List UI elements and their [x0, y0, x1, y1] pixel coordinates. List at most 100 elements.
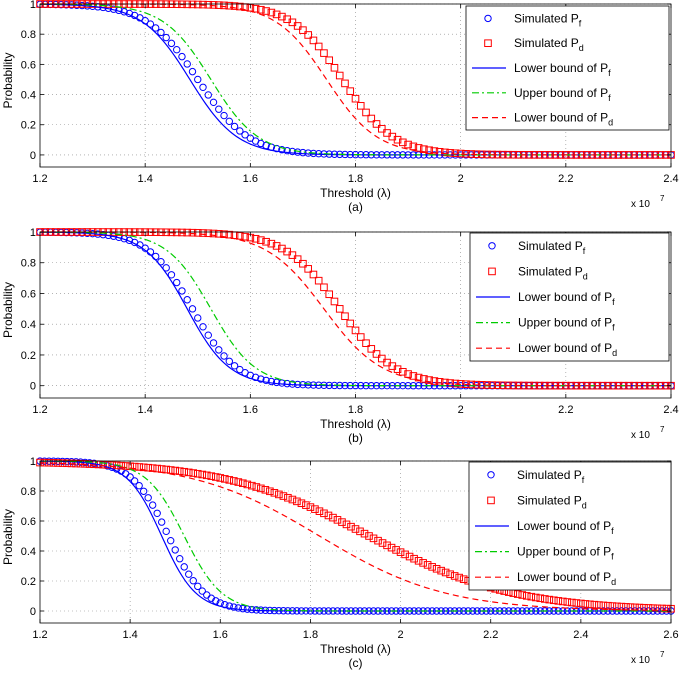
- data-point-circle: [157, 518, 166, 526]
- data-point-circle: [220, 352, 228, 360]
- data-point-square: [175, 467, 184, 475]
- data-point-square: [302, 501, 310, 509]
- data-point-square: [171, 466, 180, 475]
- data-point-square: [180, 467, 189, 476]
- y-tick-label: 0.8: [21, 29, 36, 41]
- data-point-square: [356, 102, 365, 110]
- data-point-square: [617, 602, 626, 611]
- legend-marker-square: [484, 39, 492, 48]
- data-point-square: [270, 489, 279, 497]
- y-tick-label: 1: [30, 456, 36, 468]
- x-multiplier: x 10: [631, 655, 650, 666]
- data-point-circle: [225, 357, 234, 365]
- x-tick-label: 2.4: [663, 404, 678, 416]
- data-point-square: [335, 305, 344, 313]
- x-tick-label: 1.6: [243, 404, 258, 416]
- legend-label: Simulated Pd: [517, 493, 587, 510]
- x-multiplier: x 10: [631, 199, 650, 210]
- data-point-square: [309, 36, 318, 45]
- panel-label: (c): [349, 656, 363, 670]
- x-tick-label: 1.6: [213, 629, 228, 641]
- data-point-square: [414, 144, 423, 152]
- x-tick-label: 1.2: [32, 629, 47, 641]
- legend-label: Lower bound of Pf: [517, 519, 614, 536]
- data-point-square: [563, 598, 572, 606]
- data-point-square: [251, 4, 260, 13]
- data-point-square: [362, 108, 370, 117]
- data-point-square: [272, 242, 281, 250]
- data-point-square: [581, 600, 590, 608]
- data-point-square: [351, 94, 360, 103]
- data-point-square: [216, 474, 225, 482]
- x-tick-label: 2: [458, 404, 464, 416]
- x-tick-label: 1.4: [138, 404, 153, 416]
- data-point-square: [199, 229, 207, 237]
- data-point-square: [404, 140, 412, 149]
- data-point-square: [360, 529, 369, 538]
- data-point-square: [662, 604, 671, 613]
- y-tick-label: 0.4: [21, 546, 36, 558]
- data-point-square: [166, 466, 175, 474]
- legend-marker-circle: [487, 471, 495, 479]
- legend-label: Simulated Pd: [518, 264, 588, 281]
- data-point-square: [329, 513, 337, 522]
- data-point-square: [324, 511, 333, 520]
- legend-label: Lower bound of Pf: [514, 61, 611, 78]
- data-point-square: [347, 522, 355, 531]
- data-point-circle: [272, 144, 281, 153]
- x-tick-label: 1.6: [243, 173, 258, 185]
- data-point-circle: [283, 146, 291, 155]
- data-point-square: [392, 546, 400, 554]
- data-point-circle: [167, 536, 175, 545]
- data-point-square: [220, 230, 228, 239]
- data-point-square: [346, 319, 355, 328]
- data-point-square: [401, 550, 409, 559]
- data-point-circle: [278, 379, 286, 387]
- data-point-square: [590, 600, 599, 609]
- data-point-square: [393, 135, 402, 144]
- data-point-square: [304, 31, 312, 39]
- data-point-circle: [198, 587, 206, 595]
- data-point-square: [236, 232, 244, 240]
- data-point-square: [211, 473, 220, 481]
- data-point-square: [399, 367, 407, 376]
- series-line-3: [39, 460, 671, 612]
- data-point-square: [262, 237, 270, 246]
- data-point-square: [367, 114, 376, 123]
- data-point-square: [410, 554, 418, 563]
- data-point-circle: [241, 131, 249, 139]
- y-tick-label: 0.2: [21, 120, 36, 132]
- x-multiplier-exponent: 7: [660, 194, 665, 203]
- data-point-circle: [225, 602, 234, 610]
- data-point-square: [299, 26, 307, 34]
- data-point-circle: [162, 527, 170, 536]
- data-point-circle: [230, 603, 238, 611]
- data-point-square: [251, 234, 260, 243]
- data-point-square: [320, 509, 328, 518]
- data-point-circle: [162, 33, 170, 42]
- y-tick-label: 1: [30, 227, 36, 239]
- x-multiplier-exponent: 7: [660, 425, 665, 434]
- data-point-square: [393, 365, 402, 373]
- data-point-circle: [178, 52, 186, 61]
- data-point-square: [419, 559, 427, 567]
- data-point-square: [241, 232, 249, 241]
- x-tick-label: 1.8: [303, 629, 318, 641]
- data-point-circle: [153, 509, 161, 517]
- data-point-circle: [188, 67, 197, 76]
- data-point-square: [293, 255, 302, 263]
- data-point-square: [399, 138, 407, 147]
- data-point-square: [202, 471, 211, 480]
- data-point-circle: [148, 501, 157, 509]
- data-point-square: [299, 259, 307, 268]
- data-point-square: [139, 463, 148, 472]
- data-point-circle: [272, 378, 281, 387]
- y-tick-label: 0.4: [21, 90, 36, 102]
- data-point-circle: [288, 147, 297, 156]
- data-point-square: [76, 459, 85, 468]
- data-point-circle: [173, 46, 181, 54]
- data-point-square: [409, 372, 418, 380]
- y-axis-label: Probability: [1, 282, 15, 338]
- data-point-circle: [167, 39, 176, 48]
- data-point-square: [236, 2, 244, 11]
